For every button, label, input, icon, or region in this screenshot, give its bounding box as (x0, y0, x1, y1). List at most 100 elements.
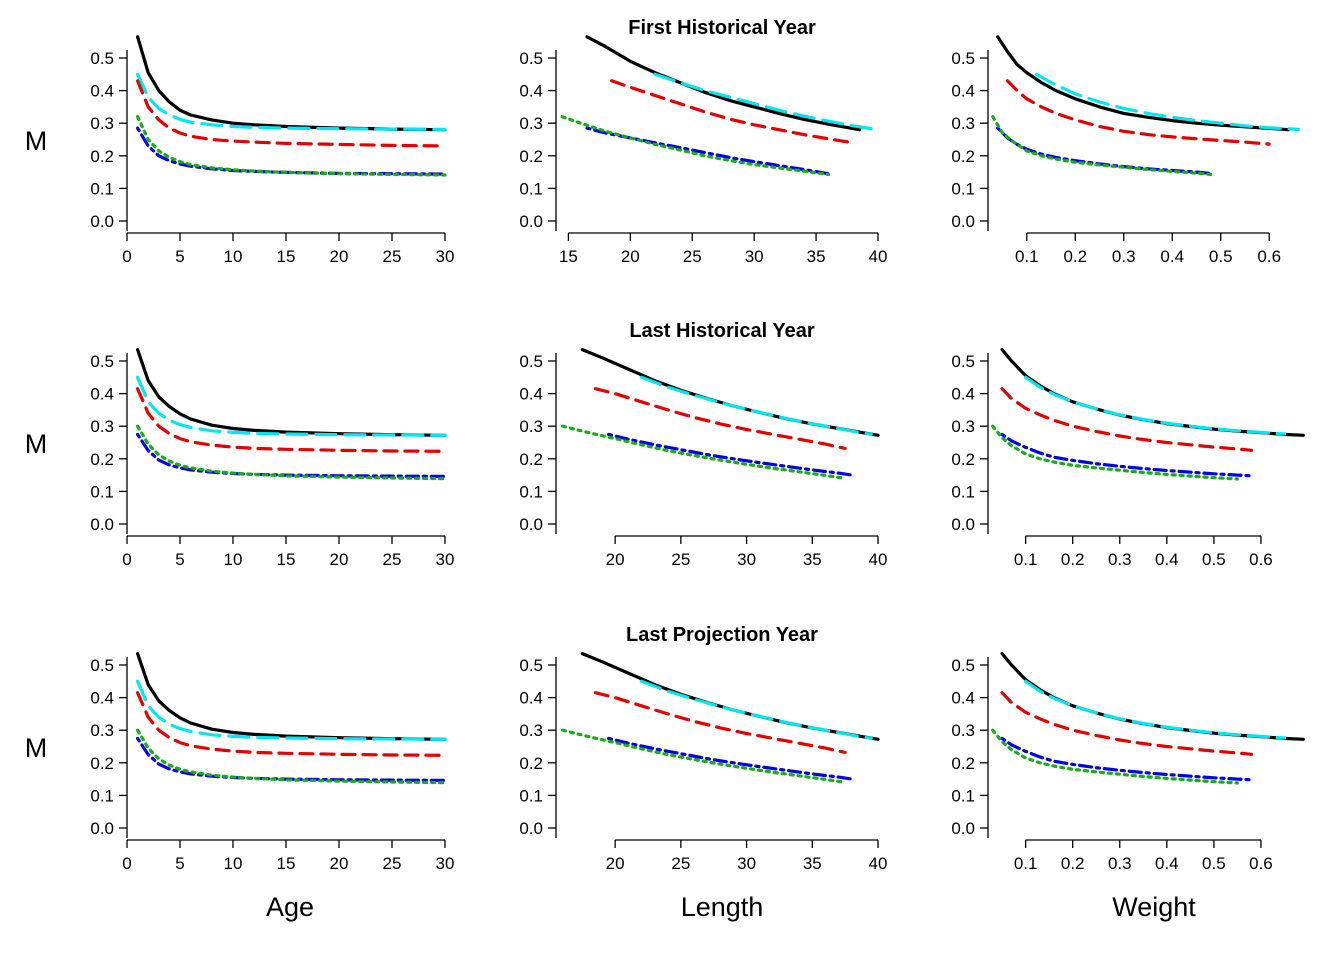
panel-grid: 0.0 0.1 0.2 0.3 0.4 0.5 0 5 10 15 20 25 30 0.0 0.1 0.2 0… (90, 35, 1305, 873)
series-line-red (1005, 79, 1271, 146)
x-tick-label: 30 (436, 854, 455, 873)
y-tick-label: 0.5 (519, 656, 543, 675)
y-tick-label: 0.1 (90, 179, 114, 198)
y-tick-label: 0.4 (951, 82, 975, 101)
y-tick-label: 0.5 (90, 352, 114, 371)
y-tick-label: 0.1 (519, 786, 543, 805)
series-line-black (996, 35, 1291, 132)
x-tick-label: 35 (807, 247, 826, 266)
x-tick-label: 0.5 (1202, 550, 1226, 569)
y-tick-label: 0.1 (90, 786, 114, 805)
series-line-cyan (136, 679, 447, 741)
series-line-cyan (1023, 679, 1287, 740)
x-tick-label: 0.3 (1108, 854, 1132, 873)
x-tick-label: 0.4 (1155, 854, 1179, 873)
series-line-cyan (653, 72, 880, 132)
series-line-red (1000, 387, 1254, 452)
x-tick-label: 0.1 (1014, 854, 1038, 873)
y-axis-title-row-2: M (25, 429, 48, 459)
x-tick-label: 15 (277, 854, 296, 873)
series-line-green (136, 728, 447, 785)
y-tick-label: 0.1 (519, 179, 543, 198)
y-tick-label: 0.2 (90, 147, 114, 166)
series-line-cyan (1034, 72, 1300, 131)
x-tick-label: 0.1 (1014, 550, 1038, 569)
series-line-cyan (136, 375, 447, 437)
x-tick-label: 10 (224, 550, 243, 569)
y-tick-label: 0.2 (519, 450, 543, 469)
y-tick-label: 0.2 (951, 754, 975, 773)
y-tick-label: 0.1 (90, 482, 114, 501)
y-tick-label: 0.1 (951, 179, 975, 198)
y-tick-label: 0.4 (951, 689, 975, 708)
y-tick-label: 0.5 (519, 49, 543, 68)
y-tick-label: 0.0 (90, 819, 114, 838)
x-tick-label: 0.5 (1209, 247, 1233, 266)
panel-r2-c3: 0.0 0.1 0.2 0.3 0.4 0.5 0.1 0.2 0.3 0.4 0.5 0.6 (951, 348, 1305, 569)
series-line-red (610, 79, 855, 145)
series-line-blue (606, 736, 854, 781)
x-tick-label: 20 (330, 247, 349, 266)
x-tick-label: 0 (122, 854, 131, 873)
series-line-blue (1000, 432, 1254, 478)
x-tick-label: 25 (671, 550, 690, 569)
series-line-red (1000, 691, 1254, 756)
y-tick-label: 0.2 (951, 147, 975, 166)
series-line-red (136, 79, 447, 148)
y-tick-label: 0.5 (90, 49, 114, 68)
x-tick-label: 5 (175, 854, 184, 873)
y-tick-label: 0.1 (951, 786, 975, 805)
y-tick-label: 0.5 (519, 352, 543, 371)
y-tick-label: 0.2 (90, 754, 114, 773)
y-tick-label: 0.5 (90, 656, 114, 675)
series-line-blue (606, 432, 854, 477)
series-line-cyan (639, 375, 874, 436)
x-tick-label: 25 (671, 854, 690, 873)
series-line-black (580, 651, 880, 741)
x-tick-label: 5 (175, 550, 184, 569)
series-line-black (580, 348, 880, 437)
x-tick-label: 20 (330, 854, 349, 873)
panel-r3-c2: 0.0 0.1 0.2 0.3 0.4 0.5 20 25 30 35 40 (519, 651, 887, 873)
x-tick-label: 25 (383, 247, 402, 266)
panel-r1-c2: 0.0 0.1 0.2 0.3 0.4 0.5 15 20 25 30 35 40 (519, 35, 887, 266)
x-tick-label: 5 (175, 247, 184, 266)
y-tick-label: 0.1 (519, 482, 543, 501)
x-tick-label: 30 (745, 247, 764, 266)
x-tick-label: 0.4 (1155, 550, 1179, 569)
x-tick-label: 25 (383, 550, 402, 569)
x-tick-label: 10 (224, 854, 243, 873)
x-tick-label: 40 (869, 550, 888, 569)
y-tick-label: 0.0 (519, 819, 543, 838)
x-tick-label: 0.3 (1112, 247, 1136, 266)
x-tick-label: 0.6 (1249, 550, 1273, 569)
y-tick-label: 0.3 (951, 114, 975, 133)
x-tick-label: 25 (683, 247, 702, 266)
series-line-cyan (639, 679, 874, 741)
x-axis-title-age: Age (266, 892, 314, 922)
y-tick-label: 0.2 (519, 147, 543, 166)
y-tick-label: 0.0 (951, 212, 975, 231)
y-tick-label: 0.4 (951, 385, 975, 404)
row-title-first-historical-year: First Historical Year (628, 17, 816, 39)
x-tick-label: 25 (383, 854, 402, 873)
x-tick-label: 30 (737, 854, 756, 873)
y-tick-label: 0.1 (951, 482, 975, 501)
y-tick-label: 0.4 (90, 385, 114, 404)
y-tick-label: 0.4 (90, 82, 114, 101)
series-line-black (136, 651, 447, 741)
x-tick-label: 20 (621, 247, 640, 266)
y-tick-label: 0.3 (951, 721, 975, 740)
y-axis-title-row-1: M (25, 126, 48, 156)
x-tick-label: 35 (803, 854, 822, 873)
x-tick-label: 0.4 (1160, 247, 1184, 266)
y-tick-label: 0.2 (519, 754, 543, 773)
y-tick-label: 0.0 (951, 819, 975, 838)
y-tick-label: 0.0 (90, 515, 114, 534)
series-line-cyan (1023, 375, 1287, 436)
x-tick-label: 0.3 (1108, 550, 1132, 569)
x-tick-label: 35 (803, 550, 822, 569)
y-tick-label: 0.5 (951, 352, 975, 371)
y-tick-label: 0.3 (90, 114, 114, 133)
